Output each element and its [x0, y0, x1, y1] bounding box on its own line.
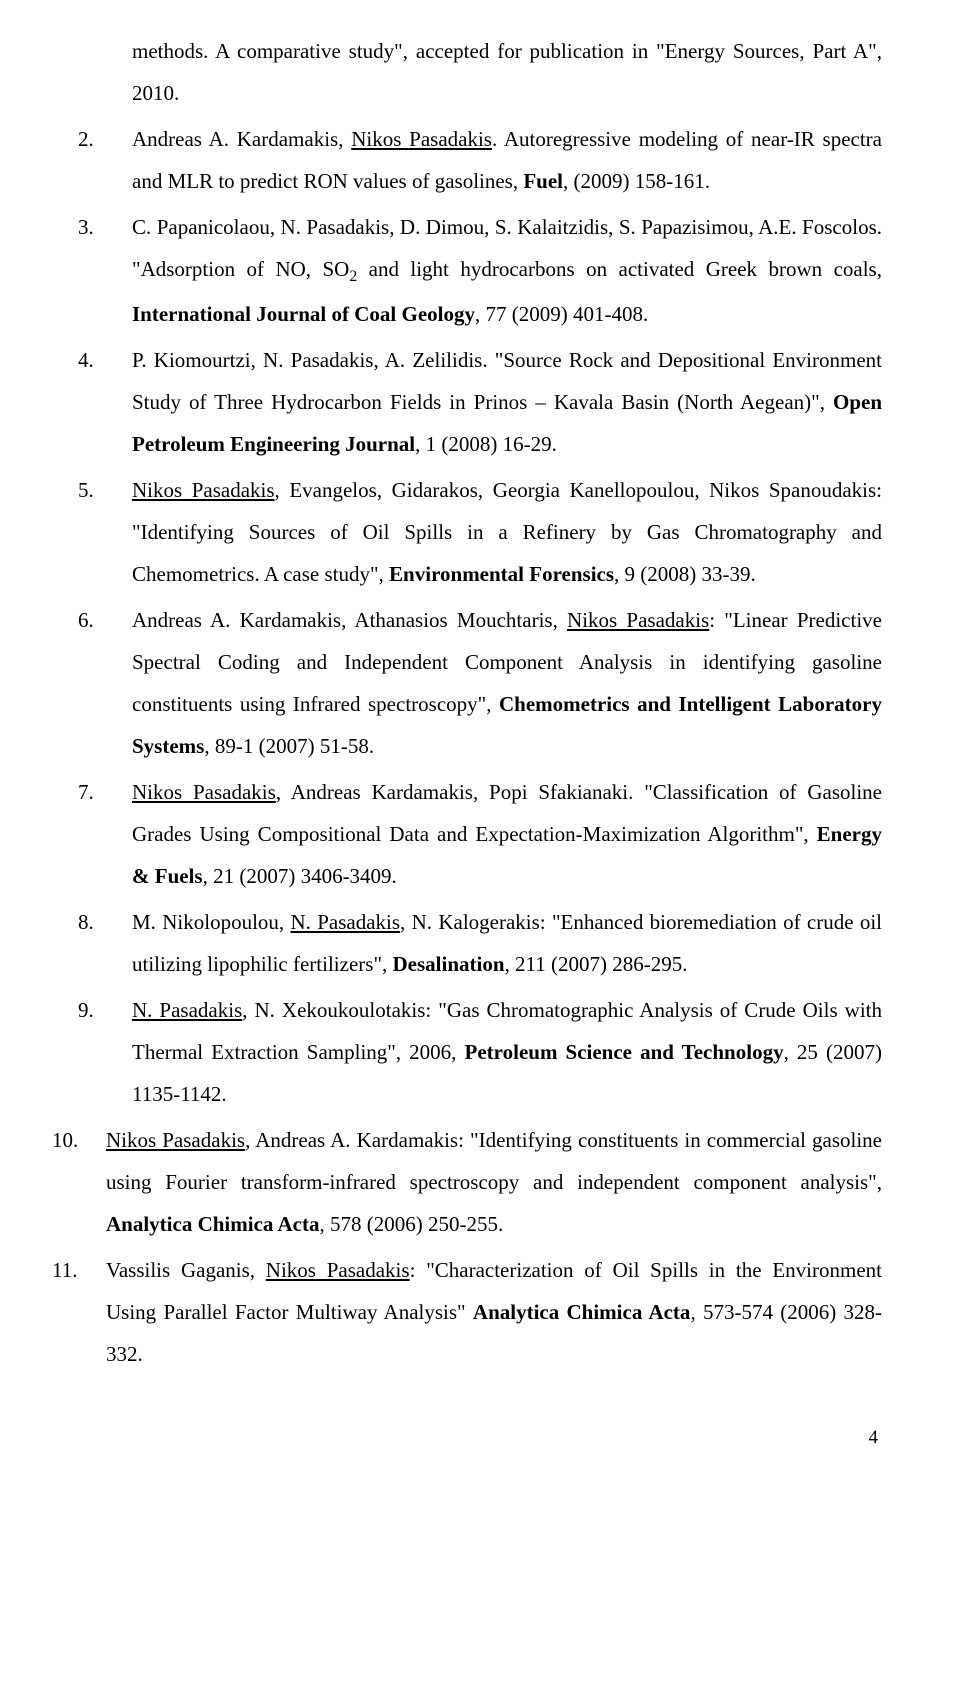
ref-text: P. Kiomourtzi, N. Pasadakis, A. Zelilidi…	[132, 348, 882, 414]
author-underline: Nikos Pasadakis	[266, 1258, 410, 1282]
page-number: 4	[78, 1419, 882, 1457]
ref-text: , 89-1 (2007) 51-58.	[204, 734, 374, 758]
ref-entry: 7. Nikos Pasadakis, Andreas Kardamakis, …	[78, 771, 882, 897]
ref-number: 6.	[78, 599, 94, 641]
author-underline: Nikos Pasadakis	[132, 478, 275, 502]
ref-text: , 1 (2008) 16-29.	[415, 432, 557, 456]
author-underline: Nikos Pasadakis	[351, 127, 492, 151]
ref-text: Andreas A. Kardamakis,	[132, 127, 351, 151]
ref-text: and light hydrocarbons on activated Gree…	[357, 257, 882, 281]
author-underline: Nikos Pasadakis	[106, 1128, 245, 1152]
journal-name: Analytica Chimica Acta	[473, 1300, 691, 1324]
ref-entry: 6. Andreas A. Kardamakis, Athanasios Mou…	[78, 599, 882, 767]
ref-number: 8.	[78, 901, 94, 943]
ref-text: , 77 (2009) 401-408.	[475, 302, 648, 326]
ref-text: Vassilis Gaganis,	[106, 1258, 266, 1282]
ref-text: Andreas A. Kardamakis, Athanasios Moucht…	[132, 608, 567, 632]
journal-name: Fuel	[523, 169, 563, 193]
ref-text: , 9 (2008) 33-39.	[614, 562, 756, 586]
ref-number: 4.	[78, 339, 94, 381]
author-underline: Nikos Pasadakis	[567, 608, 709, 632]
ref-number: 11.	[52, 1249, 77, 1291]
ref-entry: 5. Nikos Pasadakis, Evangelos, Gidarakos…	[78, 469, 882, 595]
ref-number: 3.	[78, 206, 94, 248]
author-underline: N. Pasadakis	[132, 998, 242, 1022]
ref-text: , 578 (2006) 250-255.	[319, 1212, 503, 1236]
ref-text: , (2009) 158-161.	[563, 169, 710, 193]
ref-continuation: methods. A comparative study", accepted …	[78, 30, 882, 114]
ref-entry: 8. M. Nikolopoulou, N. Pasadakis, N. Kal…	[78, 901, 882, 985]
ref-number: 9.	[78, 989, 94, 1031]
reference-list: methods. A comparative study", accepted …	[78, 30, 882, 1375]
journal-name: Analytica Chimica Acta	[106, 1212, 319, 1236]
author-underline: Nikos Pasadakis	[132, 780, 276, 804]
ref-entry: 2. Andreas A. Kardamakis, Nikos Pasadaki…	[78, 118, 882, 202]
ref-text: M. Nikolopoulou,	[132, 910, 290, 934]
journal-name: Desalination	[393, 952, 505, 976]
author-underline: N. Pasadakis	[290, 910, 400, 934]
subscript: 2	[349, 268, 357, 285]
ref-entry: 10. Nikos Pasadakis, Andreas A. Kardamak…	[52, 1119, 882, 1245]
ref-entry: 4. P. Kiomourtzi, N. Pasadakis, A. Zelil…	[78, 339, 882, 465]
ref-entry: 9. N. Pasadakis, N. Xekoukoulotakis: "Ga…	[78, 989, 882, 1115]
ref-text: , 211 (2007) 286-295.	[505, 952, 688, 976]
ref-entry: 11. Vassilis Gaganis, Nikos Pasadakis: "…	[52, 1249, 882, 1375]
ref-number: 5.	[78, 469, 94, 511]
ref-text: , 21 (2007) 3406-3409.	[203, 864, 397, 888]
journal-name: Petroleum Science and Technology	[465, 1040, 784, 1064]
ref-number: 2.	[78, 118, 94, 160]
ref-number: 7.	[78, 771, 94, 813]
ref-number: 10.	[52, 1119, 78, 1161]
journal-name: International Journal of Coal Geology	[132, 302, 475, 326]
ref-entry: 3. C. Papanicolaou, N. Pasadakis, D. Dim…	[78, 206, 882, 335]
journal-name: Environmental Forensics	[389, 562, 614, 586]
ref-text: methods. A comparative study", accepted …	[132, 39, 882, 105]
